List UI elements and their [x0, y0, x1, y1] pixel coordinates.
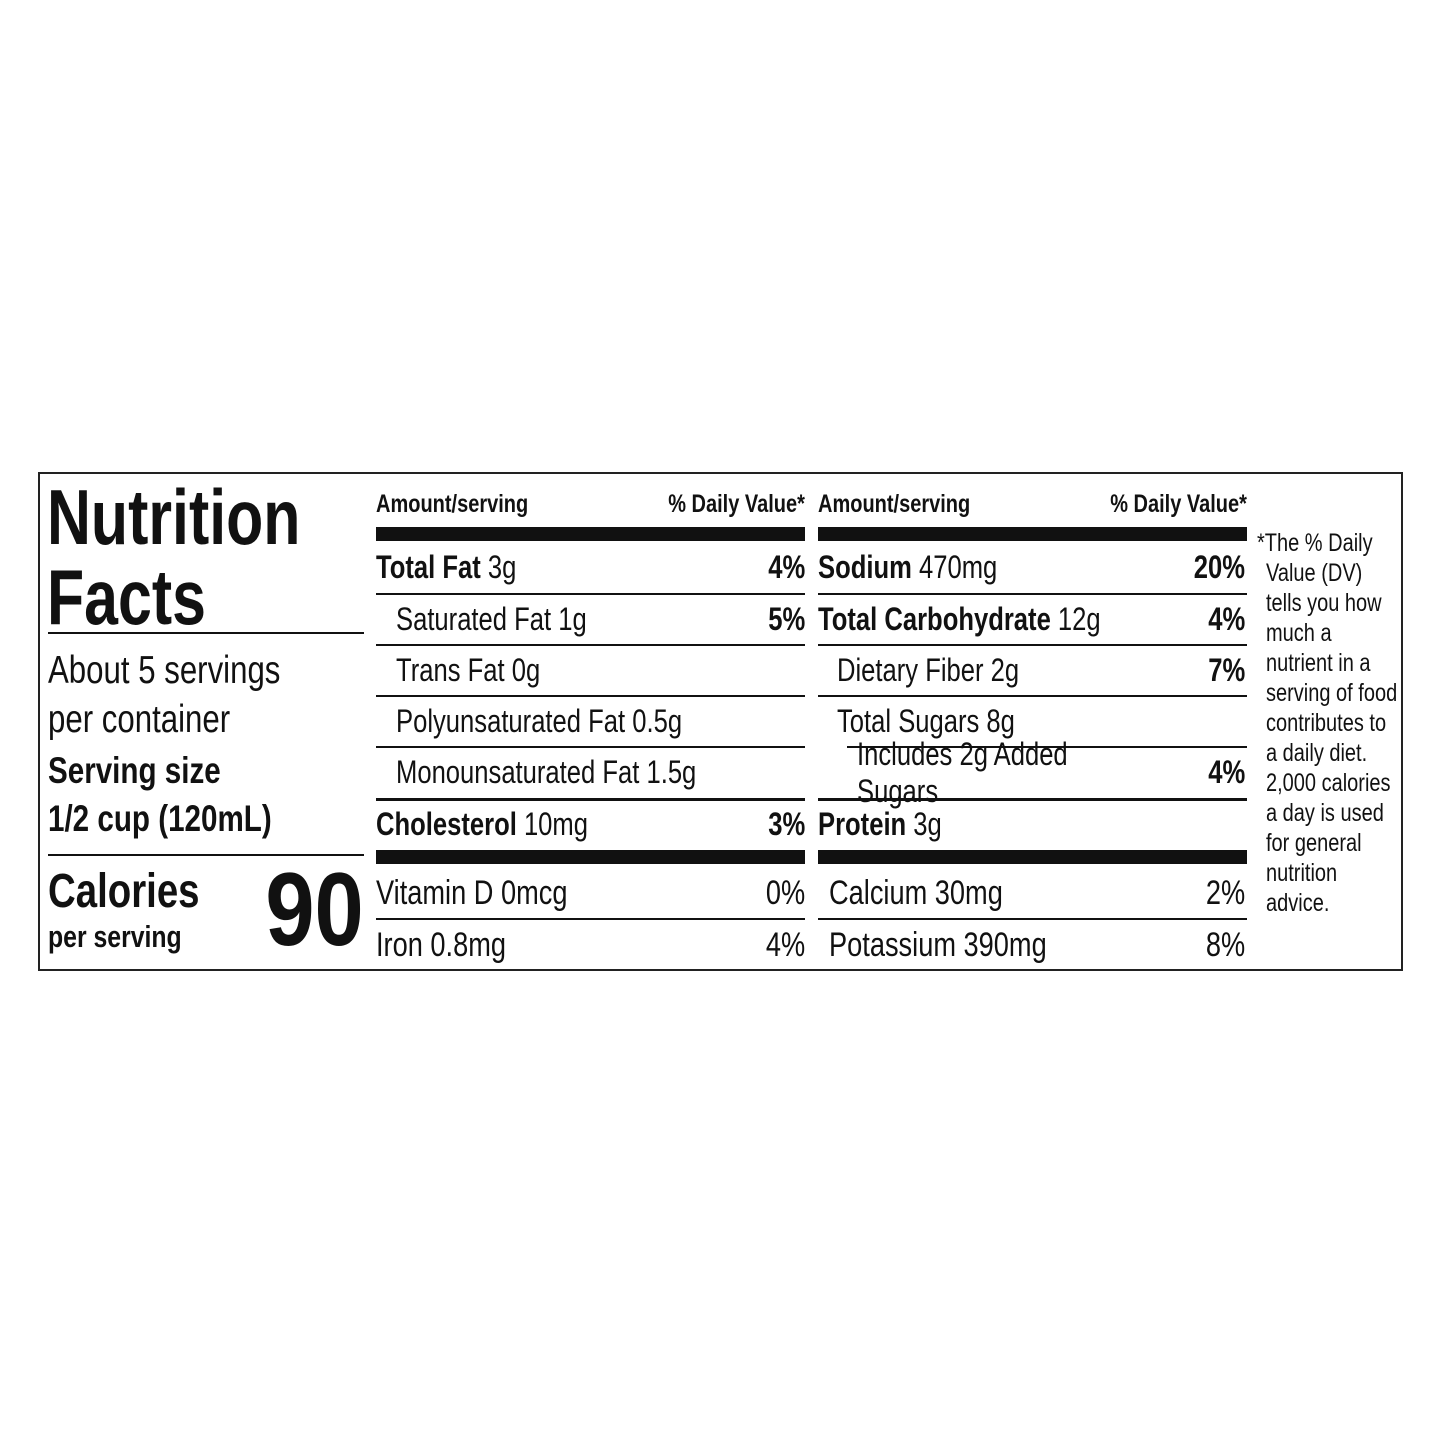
vitamin-row-calcium: Calcium 30mg 2% [829, 874, 1245, 912]
column-header: Amount/serving% Daily Value* [376, 490, 805, 518]
thick-bar [818, 850, 1247, 864]
row-divider [818, 695, 1247, 697]
servings-per-container-1: About 5 servings [48, 649, 281, 692]
calories-label: Calories [48, 865, 200, 918]
row-divider [847, 746, 1247, 748]
divider [48, 632, 364, 634]
calories-per-serving: per serving [48, 919, 182, 954]
nutrient-row-sodium: Sodium 470mg 20% [818, 549, 1245, 585]
row-divider [818, 593, 1247, 595]
divider [48, 854, 364, 856]
serving-size-label: Serving size [48, 750, 221, 791]
nutrient-row-total-carbohydrate: Total Carbohydrate 12g 4% [818, 601, 1245, 637]
serving-size-value: 1/2 cup (120mL) [48, 798, 272, 839]
column-header: Amount/serving% Daily Value* [818, 490, 1247, 518]
nutrient-row-dietary-fiber: Dietary Fiber 2g 7% [837, 652, 1245, 688]
row-divider [376, 746, 805, 748]
row-divider [818, 798, 1247, 801]
nutrient-row-cholesterol: Cholesterol 10mg 3% [376, 806, 805, 842]
calories-value: 90 [265, 852, 364, 968]
nutrient-row-saturated-fat: Saturated Fat 1g 5% [396, 601, 805, 637]
row-divider [376, 798, 805, 801]
nutrient-row-polyunsaturated-fat: Polyunsaturated Fat 0.5g [396, 703, 683, 739]
row-divider [376, 644, 805, 646]
thick-bar [818, 527, 1247, 541]
thick-bar [376, 527, 805, 541]
vitamin-row-vitamin-d: Vitamin D 0mcg 0% [376, 874, 805, 912]
servings-per-container-2: per container [48, 698, 231, 741]
row-divider [376, 918, 805, 920]
nutrient-row-total-fat: Total Fat 3g 4% [376, 549, 805, 585]
title-line1: Nutrition [47, 473, 301, 561]
nutrient-row-monounsaturated-fat: Monounsaturated Fat 1.5g [396, 754, 697, 790]
nutrient-row-added-sugars: Includes 2g Added Sugars 4% [857, 735, 1245, 809]
daily-value-footnote: *The % Daily Value (DV) tells you how mu… [1257, 529, 1398, 917]
nutrient-row-protein: Protein 3g [818, 806, 942, 842]
vitamin-row-iron: Iron 0.8mg 4% [376, 926, 805, 964]
row-divider [376, 695, 805, 697]
row-divider [818, 644, 1247, 646]
row-divider [818, 918, 1247, 920]
nutrition-facts-label [38, 472, 1403, 971]
row-divider [376, 593, 805, 595]
nutrient-row-trans-fat: Trans Fat 0g [396, 652, 541, 688]
thick-bar [376, 850, 805, 864]
nutrient-row-total-sugars: Total Sugars 8g [837, 703, 1015, 739]
title-line2: Facts [47, 553, 206, 641]
vitamin-row-potassium: Potassium 390mg 8% [829, 926, 1245, 964]
